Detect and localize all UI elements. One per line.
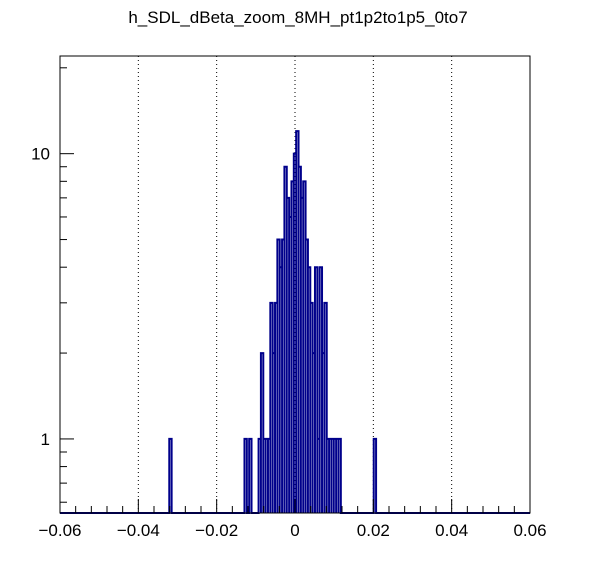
- x-tick-label: 0: [290, 521, 299, 540]
- axes: −0.06 −0.04 −0.02 0 0.02 0.04 0.06 1 10: [31, 67, 547, 540]
- chart-title: h_SDL_dBeta_zoom_8MH_pt1p2to1p5_0to7: [128, 8, 468, 27]
- x-tick-label: −0.04: [117, 521, 160, 540]
- x-tick-label: 0.06: [513, 521, 546, 540]
- x-tick-label: −0.06: [38, 521, 81, 540]
- histogram-outline: [60, 130, 530, 514]
- x-tick-label: 0.02: [357, 521, 390, 540]
- y-tick-label: 10: [31, 145, 50, 164]
- histogram-bars: [60, 130, 530, 514]
- x-tick-label: 0.04: [435, 521, 468, 540]
- grid-lines: [137, 56, 453, 513]
- y-tick-label: 1: [41, 430, 50, 449]
- x-tick-label: −0.02: [195, 521, 238, 540]
